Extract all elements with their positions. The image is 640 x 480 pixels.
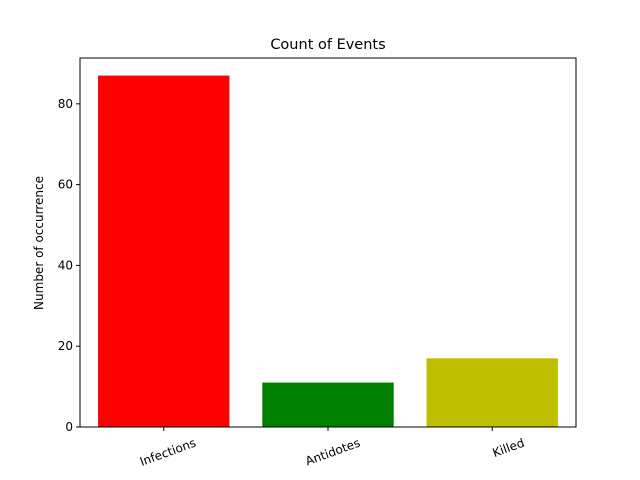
chart-title: Count of Events [270,37,385,53]
bar-infections [98,75,230,428]
bar-killed [426,358,558,427]
x-axis-ticks: Infections Antidotes Killed [138,427,526,469]
bar-antidotes [262,382,394,427]
plot-frame [79,57,577,428]
bars-group [98,75,558,428]
y-tick-label: 0 [65,420,73,434]
y-tick-label: 60 [58,178,73,192]
y-axis-ticks: 0 20 40 60 80 [58,97,80,434]
x-tick-label: Infections [138,436,198,469]
y-tick-label: 80 [58,97,73,111]
y-tick-label: 20 [58,339,73,353]
x-tick-label: Antidotes [304,436,362,469]
x-tick-label: Killed [491,436,527,460]
y-axis-label: Number of occurrence [32,176,46,310]
y-tick-label: 40 [58,258,73,272]
